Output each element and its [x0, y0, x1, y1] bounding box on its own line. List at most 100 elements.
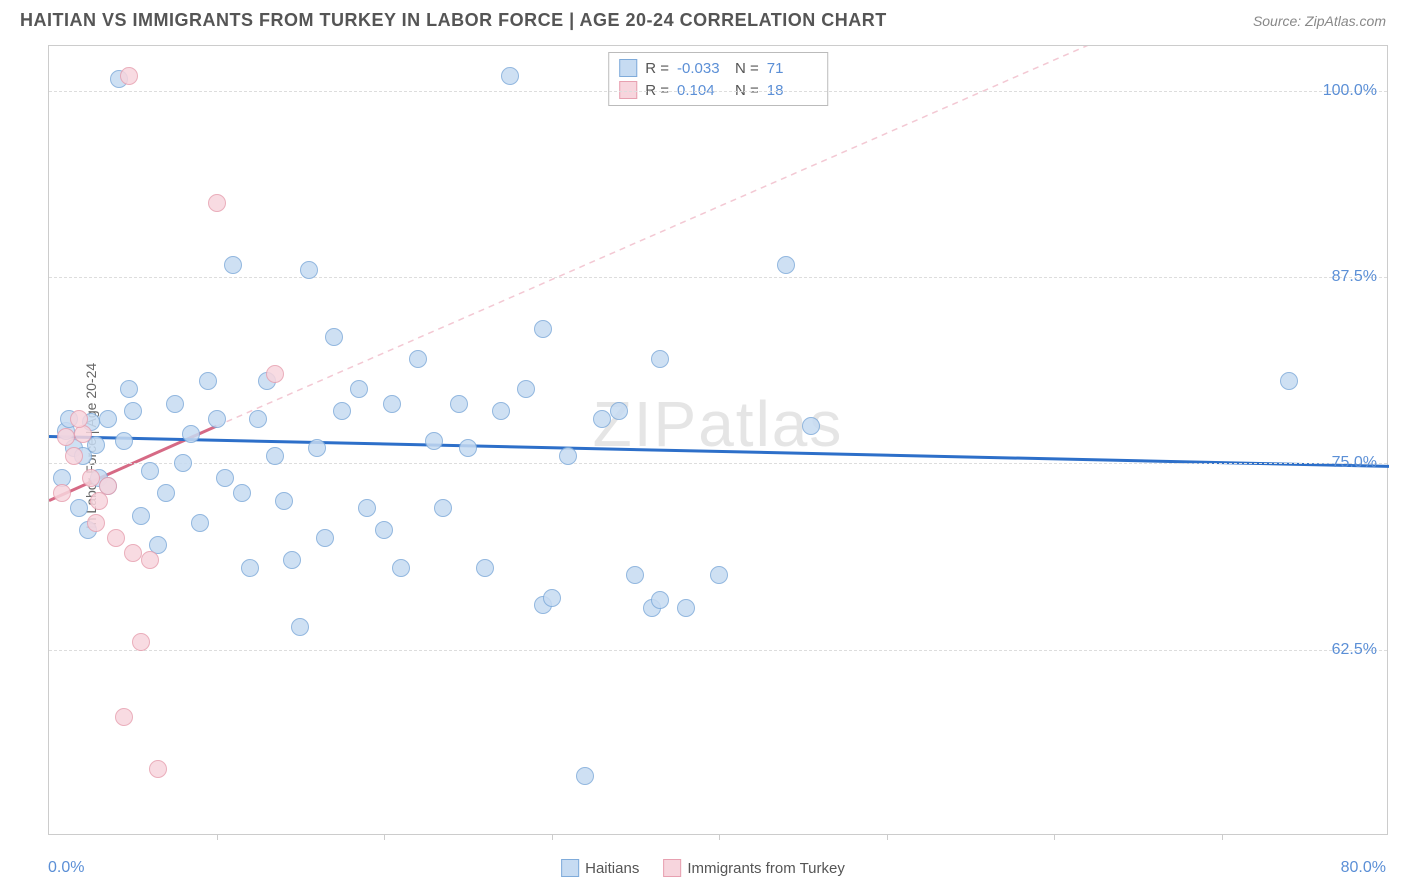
- data-point: [166, 395, 184, 413]
- data-point: [115, 432, 133, 450]
- legend-item: Haitians: [561, 859, 639, 877]
- data-point: [149, 760, 167, 778]
- data-point: [325, 328, 343, 346]
- data-point: [425, 432, 443, 450]
- data-point: [132, 507, 150, 525]
- data-point: [157, 484, 175, 502]
- data-point: [266, 365, 284, 383]
- y-tick-label: 100.0%: [1323, 82, 1377, 100]
- data-point: [534, 320, 552, 338]
- chart-header: HAITIAN VS IMMIGRANTS FROM TURKEY IN LAB…: [0, 0, 1406, 39]
- data-point: [409, 350, 427, 368]
- data-point: [70, 499, 88, 517]
- data-point: [501, 67, 519, 85]
- data-point: [224, 256, 242, 274]
- data-point: [1280, 372, 1298, 390]
- x-tick: [217, 834, 218, 840]
- legend-item: Immigrants from Turkey: [663, 859, 845, 877]
- gridline: [49, 650, 1387, 651]
- correlation-legend-row: R =-0.033N =71: [619, 57, 817, 79]
- data-point: [358, 499, 376, 517]
- gridline: [49, 463, 1387, 464]
- data-point: [141, 462, 159, 480]
- source-attribution: Source: ZipAtlas.com: [1253, 13, 1386, 29]
- data-point: [308, 439, 326, 457]
- n-value: 71: [767, 60, 817, 77]
- chart-title: HAITIAN VS IMMIGRANTS FROM TURKEY IN LAB…: [20, 10, 887, 31]
- data-point: [434, 499, 452, 517]
- data-point: [383, 395, 401, 413]
- data-point: [492, 402, 510, 420]
- data-point: [208, 194, 226, 212]
- data-point: [249, 410, 267, 428]
- data-point: [99, 410, 117, 428]
- data-point: [710, 566, 728, 584]
- data-point: [208, 410, 226, 428]
- legend-label: Haitians: [585, 860, 639, 877]
- x-tick: [384, 834, 385, 840]
- data-point: [610, 402, 628, 420]
- data-point: [141, 551, 159, 569]
- data-point: [266, 447, 284, 465]
- data-point: [626, 566, 644, 584]
- data-point: [651, 591, 669, 609]
- data-point: [57, 428, 75, 446]
- trend-lines-svg: [49, 46, 1389, 836]
- r-label: R =: [645, 60, 669, 77]
- correlation-legend: R =-0.033N =71R =0.104N =18: [608, 52, 828, 106]
- data-point: [316, 529, 334, 547]
- data-point: [651, 350, 669, 368]
- data-point: [392, 559, 410, 577]
- plot-area: ZIPatlas R =-0.033N =71R =0.104N =18 62.…: [48, 45, 1388, 835]
- data-point: [65, 447, 83, 465]
- data-point: [559, 447, 577, 465]
- series-legend: Haitians Immigrants from Turkey: [561, 859, 845, 877]
- data-point: [517, 380, 535, 398]
- data-point: [124, 544, 142, 562]
- x-axis-max-label: 80.0%: [1341, 859, 1386, 877]
- data-point: [543, 589, 561, 607]
- data-point: [350, 380, 368, 398]
- data-point: [82, 469, 100, 487]
- y-tick-label: 62.5%: [1332, 641, 1377, 659]
- data-point: [70, 410, 88, 428]
- x-tick: [719, 834, 720, 840]
- legend-label: Immigrants from Turkey: [687, 860, 845, 877]
- data-point: [191, 514, 209, 532]
- y-tick-label: 87.5%: [1332, 268, 1377, 286]
- data-point: [275, 492, 293, 510]
- x-tick: [552, 834, 553, 840]
- data-point: [241, 559, 259, 577]
- data-point: [333, 402, 351, 420]
- legend-swatch: [561, 859, 579, 877]
- x-tick: [1222, 834, 1223, 840]
- data-point: [120, 380, 138, 398]
- legend-swatch: [619, 59, 637, 77]
- data-point: [87, 514, 105, 532]
- data-point: [300, 261, 318, 279]
- data-point: [283, 551, 301, 569]
- data-point: [99, 477, 117, 495]
- gridline: [49, 91, 1387, 92]
- r-value: -0.033: [677, 60, 727, 77]
- data-point: [120, 67, 138, 85]
- data-point: [132, 633, 150, 651]
- data-point: [115, 708, 133, 726]
- legend-swatch: [663, 859, 681, 877]
- data-point: [291, 618, 309, 636]
- data-point: [53, 484, 71, 502]
- data-point: [476, 559, 494, 577]
- data-point: [233, 484, 251, 502]
- data-point: [576, 767, 594, 785]
- data-point: [459, 439, 477, 457]
- data-point: [124, 402, 142, 420]
- gridline: [49, 277, 1387, 278]
- data-point: [450, 395, 468, 413]
- data-point: [174, 454, 192, 472]
- data-point: [182, 425, 200, 443]
- data-point: [216, 469, 234, 487]
- data-point: [87, 436, 105, 454]
- y-tick-label: 75.0%: [1332, 454, 1377, 472]
- data-point: [677, 599, 695, 617]
- data-point: [593, 410, 611, 428]
